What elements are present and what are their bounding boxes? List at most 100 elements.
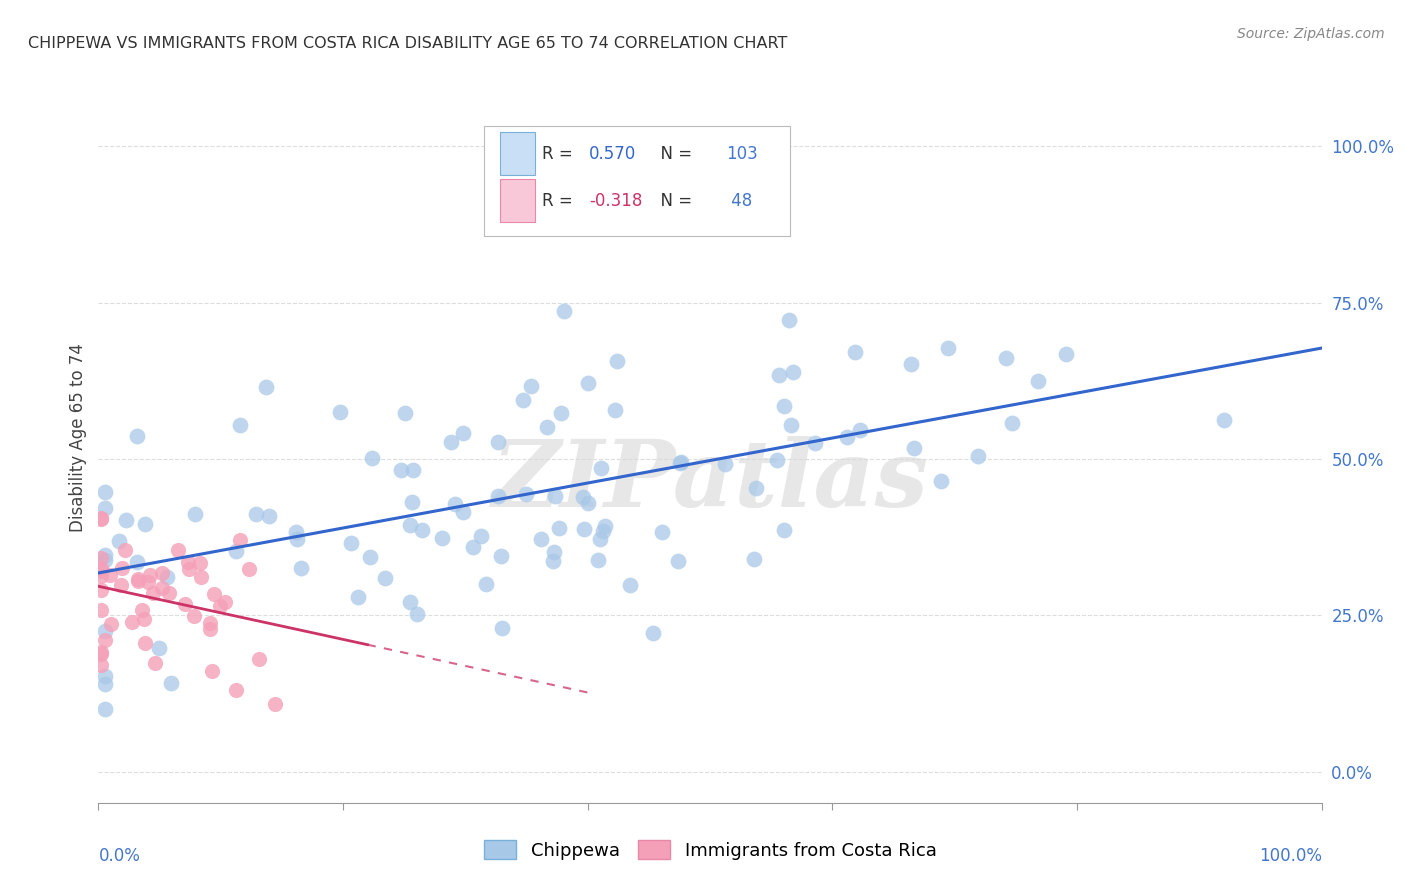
FancyBboxPatch shape <box>499 132 536 175</box>
Point <box>544 489 567 503</box>
Point <box>329 404 352 418</box>
Point <box>183 609 205 624</box>
Point <box>411 523 433 537</box>
Point <box>225 543 247 558</box>
Point <box>245 507 267 521</box>
Point <box>361 451 384 466</box>
Point <box>474 576 496 591</box>
Point <box>131 602 153 616</box>
Point <box>745 481 768 495</box>
Point <box>134 516 156 531</box>
Point <box>399 517 422 532</box>
Point <box>229 533 252 548</box>
Point <box>202 587 225 601</box>
Point <box>98 567 121 582</box>
Text: R =: R = <box>543 192 578 210</box>
Point <box>93 677 115 691</box>
Point <box>451 425 474 440</box>
Point <box>768 368 790 382</box>
Point <box>115 513 138 527</box>
Point <box>90 582 112 597</box>
Point <box>254 380 277 394</box>
Text: N =: N = <box>650 192 697 210</box>
Text: CHIPPEWA VS IMMIGRANTS FROM COSTA RICA DISABILITY AGE 65 TO 74 CORRELATION CHART: CHIPPEWA VS IMMIGRANTS FROM COSTA RICA D… <box>28 36 787 51</box>
Text: R =: R = <box>543 145 578 163</box>
Point <box>402 463 425 477</box>
Point <box>174 597 197 611</box>
Point <box>90 551 112 566</box>
Text: -0.318: -0.318 <box>589 192 643 210</box>
Point <box>108 533 131 548</box>
Point <box>470 529 492 543</box>
FancyBboxPatch shape <box>484 126 790 235</box>
Point <box>90 657 112 672</box>
Point <box>938 342 960 356</box>
Text: 0.0%: 0.0% <box>98 847 141 864</box>
Point <box>530 533 553 547</box>
Point <box>1028 374 1050 388</box>
Point <box>93 702 115 716</box>
Point <box>238 561 260 575</box>
Point <box>844 345 866 359</box>
Point <box>394 406 416 420</box>
Point <box>440 434 463 449</box>
Point <box>134 612 156 626</box>
Point <box>773 400 796 414</box>
Point <box>209 599 232 614</box>
Point <box>641 626 664 640</box>
Text: Source: ZipAtlas.com: Source: ZipAtlas.com <box>1237 27 1385 41</box>
Point <box>520 379 543 393</box>
Point <box>619 578 641 592</box>
Point <box>247 651 270 665</box>
Point <box>714 457 737 471</box>
Point <box>389 463 412 477</box>
Text: 48: 48 <box>725 192 752 210</box>
Point <box>285 533 308 547</box>
Point <box>669 455 692 469</box>
Point <box>430 531 453 545</box>
Point <box>360 549 382 564</box>
Point <box>100 616 122 631</box>
Point <box>285 525 308 540</box>
Point <box>145 657 167 671</box>
Text: 100.0%: 100.0% <box>1258 847 1322 864</box>
Point <box>574 522 596 536</box>
Point <box>127 574 149 589</box>
Point <box>157 586 180 600</box>
Point <box>651 525 673 540</box>
Point <box>290 561 312 575</box>
Point <box>780 417 803 432</box>
Point <box>201 665 224 679</box>
Point <box>90 512 112 526</box>
Point <box>606 354 628 368</box>
Point <box>257 508 280 523</box>
Point <box>903 442 925 456</box>
Point <box>93 624 115 639</box>
Point <box>148 640 170 655</box>
Text: 0.570: 0.570 <box>589 145 636 163</box>
Point <box>550 406 572 420</box>
Point <box>114 543 136 558</box>
Point <box>668 457 690 471</box>
Point <box>94 633 117 648</box>
Point <box>512 392 534 407</box>
Point <box>766 453 789 467</box>
Point <box>184 507 207 521</box>
Point <box>93 485 115 500</box>
Point <box>778 313 800 327</box>
Point <box>1054 347 1077 361</box>
Point <box>782 365 804 379</box>
Point <box>127 572 149 586</box>
Point <box>90 647 112 661</box>
Point <box>576 376 599 390</box>
Point <box>593 519 616 533</box>
Point <box>229 418 252 433</box>
Text: N =: N = <box>650 145 697 163</box>
Point <box>134 635 156 649</box>
Point <box>548 521 571 535</box>
Point <box>486 435 509 450</box>
Point <box>1001 416 1024 430</box>
Point <box>160 676 183 690</box>
Point <box>536 419 558 434</box>
Point <box>589 460 612 475</box>
